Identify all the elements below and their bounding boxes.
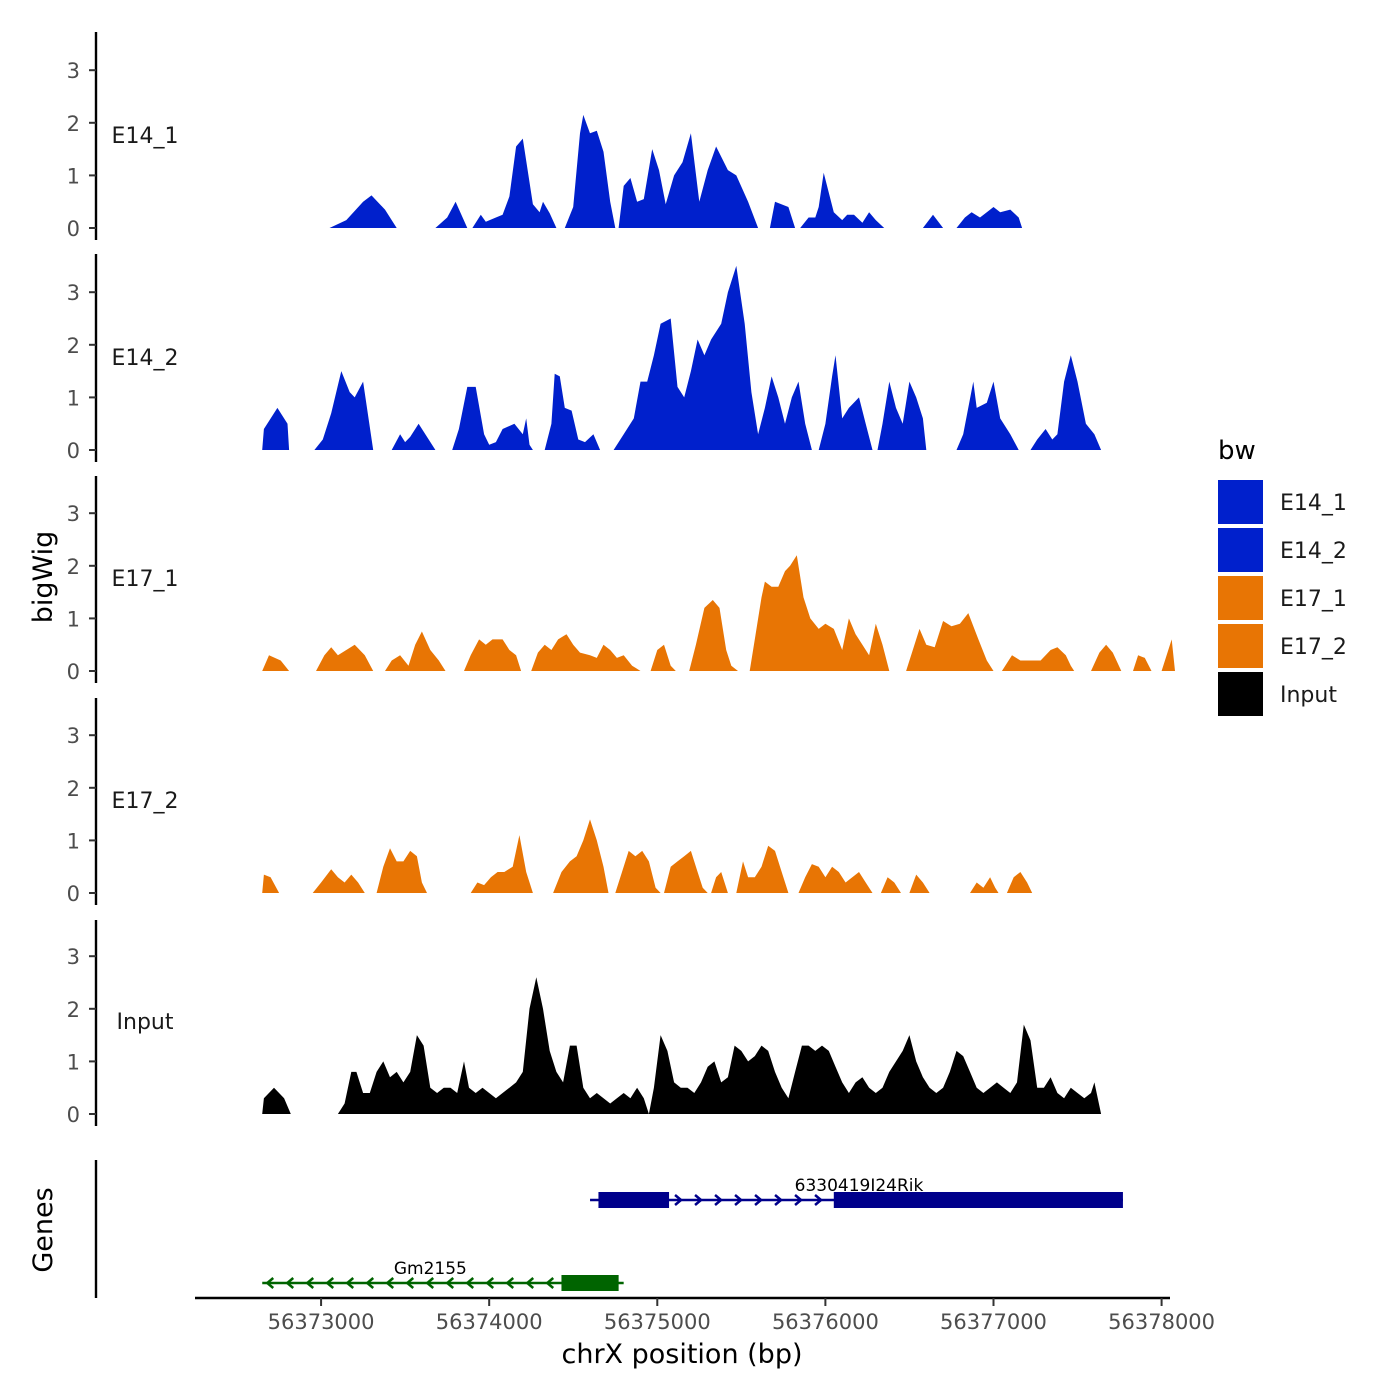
track-e14-2: 0 1 2 3 E14_2 — [67, 254, 1102, 463]
y-tick-label: 2 — [67, 555, 80, 579]
legend-label: E17_2 — [1280, 635, 1347, 660]
strand-arrow-icon — [674, 1194, 683, 1206]
y-tick-label: 2 — [67, 334, 80, 358]
track-e17-1: 0 1 2 3 E17_1 — [67, 476, 1175, 684]
y-tick-label: 1 — [67, 164, 80, 188]
x-tick-label: 56373000 — [268, 1310, 375, 1334]
legend-label: E14_2 — [1280, 539, 1347, 564]
signal-tracks: 0 1 2 3 E14_1 0 1 2 3 E14_2 0 1 2 3 E17_1 0 1 2 3 E17_2 0 1 2 3… — [67, 32, 1175, 1127]
legend-label: E17_1 — [1280, 587, 1347, 612]
track-e17-2: 0 1 2 3 E17_2 — [67, 698, 1033, 906]
strand-arrow-icon — [345, 1277, 355, 1289]
y-tick-label: 0 — [67, 882, 80, 906]
strand-arrow-icon — [445, 1277, 455, 1289]
y-tick-label: 1 — [67, 1050, 80, 1074]
strand-arrow-icon — [305, 1277, 315, 1289]
gene-6330419i24rik: 6330419I24Rik — [590, 1176, 1123, 1208]
strand-arrow-icon — [694, 1194, 703, 1206]
legend-key-e14-2 — [1218, 528, 1263, 572]
y-tick-label: 0 — [67, 217, 80, 241]
y-tick-label: 1 — [67, 829, 80, 853]
x-tick-label: 56376000 — [772, 1310, 879, 1334]
signal-area-e14-2 — [262, 265, 1102, 450]
x-axis: 56373000 56374000 56375000 56376000 56377000… — [195, 1296, 1215, 1334]
genes-panel: Genes 6330419I24Rik Gm2155 — [28, 1160, 1123, 1298]
y-tick-label: 1 — [67, 607, 80, 631]
strand-arrow-icon — [285, 1277, 295, 1289]
legend-title: bw — [1218, 436, 1256, 466]
gene-label-gm2155: Gm2155 — [394, 1259, 467, 1279]
legend-label: E14_1 — [1280, 491, 1347, 516]
track-label-input: Input — [117, 1010, 174, 1035]
x-tick-label: 56378000 — [1108, 1310, 1215, 1334]
y-tick-label: 3 — [67, 281, 80, 305]
strand-arrow-icon — [794, 1194, 803, 1206]
track-label-e17-1: E17_1 — [112, 567, 179, 592]
legend-label: Input — [1280, 683, 1337, 708]
strand-arrow-icon — [385, 1277, 395, 1289]
strand-arrow-icon — [754, 1194, 763, 1206]
track-e14-1: 0 1 2 3 E14_1 — [67, 32, 1023, 241]
strand-arrow-icon — [714, 1194, 723, 1206]
x-tick-label: 56374000 — [436, 1310, 543, 1334]
track-label-e17-2: E17_2 — [112, 789, 179, 814]
strand-arrow-icon — [365, 1277, 375, 1289]
gene-exon — [561, 1275, 619, 1291]
strand-arrow-icon — [425, 1277, 435, 1289]
strand-arrow-icon — [545, 1277, 555, 1289]
strand-arrow-icon — [485, 1277, 495, 1289]
track-label-e14-2: E14_2 — [112, 346, 179, 371]
y-tick-label: 3 — [67, 59, 80, 83]
y-tick-label: 2 — [67, 998, 80, 1022]
strand-arrow-icon — [814, 1194, 823, 1206]
y-tick-label: 2 — [67, 112, 80, 136]
y-tick-label: 3 — [67, 945, 80, 969]
y-tick-label: 0 — [67, 439, 80, 463]
y-tick-label: 0 — [67, 1103, 80, 1127]
strand-arrow-icon — [325, 1277, 335, 1289]
legend-key-e17-2 — [1218, 624, 1263, 668]
legend: bw E14_1 E14_2 E17_1 E17_2 Input — [1218, 436, 1347, 716]
gene-exon — [598, 1192, 670, 1208]
strand-arrow-icon — [505, 1277, 515, 1289]
legend-key-e14-1 — [1218, 480, 1263, 524]
signal-area-e14-1 — [329, 114, 1023, 228]
y-tick-label: 1 — [67, 386, 80, 410]
gene-exon — [833, 1192, 1123, 1208]
y-tick-label: 2 — [67, 777, 80, 801]
x-tick-label: 56375000 — [604, 1310, 711, 1334]
y-tick-label: 3 — [67, 502, 80, 526]
genes-axis-title: Genes — [28, 1187, 59, 1272]
y-tick-label: 3 — [67, 724, 80, 748]
x-tick-label: 56377000 — [940, 1310, 1047, 1334]
y-axis-title: bigWig — [28, 531, 59, 624]
gene-gm2155: Gm2155 — [262, 1259, 624, 1291]
signal-area-input — [262, 977, 1102, 1114]
legend-key-input — [1218, 672, 1263, 716]
strand-arrow-icon — [465, 1277, 475, 1289]
signal-area-e17-2 — [262, 819, 1033, 893]
gene-label-6330419i24rik: 6330419I24Rik — [795, 1176, 924, 1196]
strand-arrow-icon — [734, 1194, 743, 1206]
strand-arrow-icon — [525, 1277, 535, 1289]
track-input: 0 1 2 3 Input — [67, 920, 1102, 1127]
y-tick-label: 0 — [67, 660, 80, 684]
strand-arrow-icon — [265, 1277, 275, 1289]
track-label-e14-1: E14_1 — [112, 124, 179, 149]
strand-arrow-icon — [405, 1277, 415, 1289]
signal-area-e17-1 — [262, 555, 1175, 671]
legend-key-e17-1 — [1218, 576, 1263, 620]
x-axis-title: chrX position (bp) — [561, 1339, 802, 1370]
strand-arrow-icon — [774, 1194, 783, 1206]
